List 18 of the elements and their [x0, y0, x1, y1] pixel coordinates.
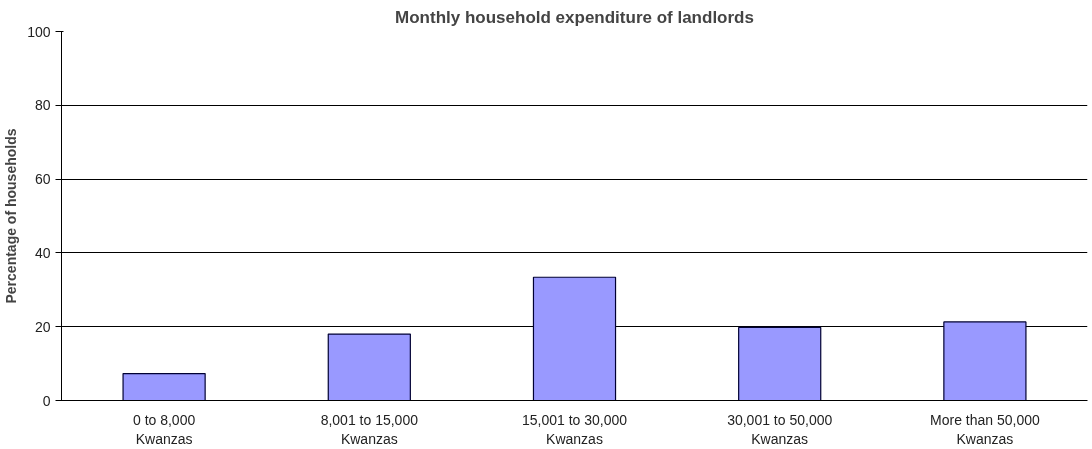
y-tick-label: 60: [34, 171, 51, 188]
x-tick-label: 30,001 to 50,000 Kwanzas: [727, 411, 833, 447]
bar: [532, 276, 617, 401]
y-tick-label: 0: [42, 392, 51, 409]
x-tick-label: 8,001 to 15,000 Kwanzas: [320, 411, 419, 447]
y-axis-title: Percentage of households: [3, 128, 20, 304]
chart-title: Monthly household expenditure of landlords: [395, 7, 754, 27]
bar: [738, 326, 822, 401]
x-tick-label: 15,001 to 30,000 Kwanzas: [521, 411, 628, 447]
x-tick-label: 0 to 8,000 Kwanzas: [132, 411, 196, 447]
y-tick-label: 20: [34, 318, 51, 335]
bar: [122, 372, 206, 401]
y-tick-label: 80: [34, 97, 51, 114]
bar: [327, 333, 411, 401]
bar: [943, 321, 1027, 401]
y-tick-label: 100: [27, 23, 51, 40]
x-tick-label: More than 50,000 Kwanzas: [930, 411, 1040, 447]
y-tick-label: 40: [34, 244, 51, 261]
